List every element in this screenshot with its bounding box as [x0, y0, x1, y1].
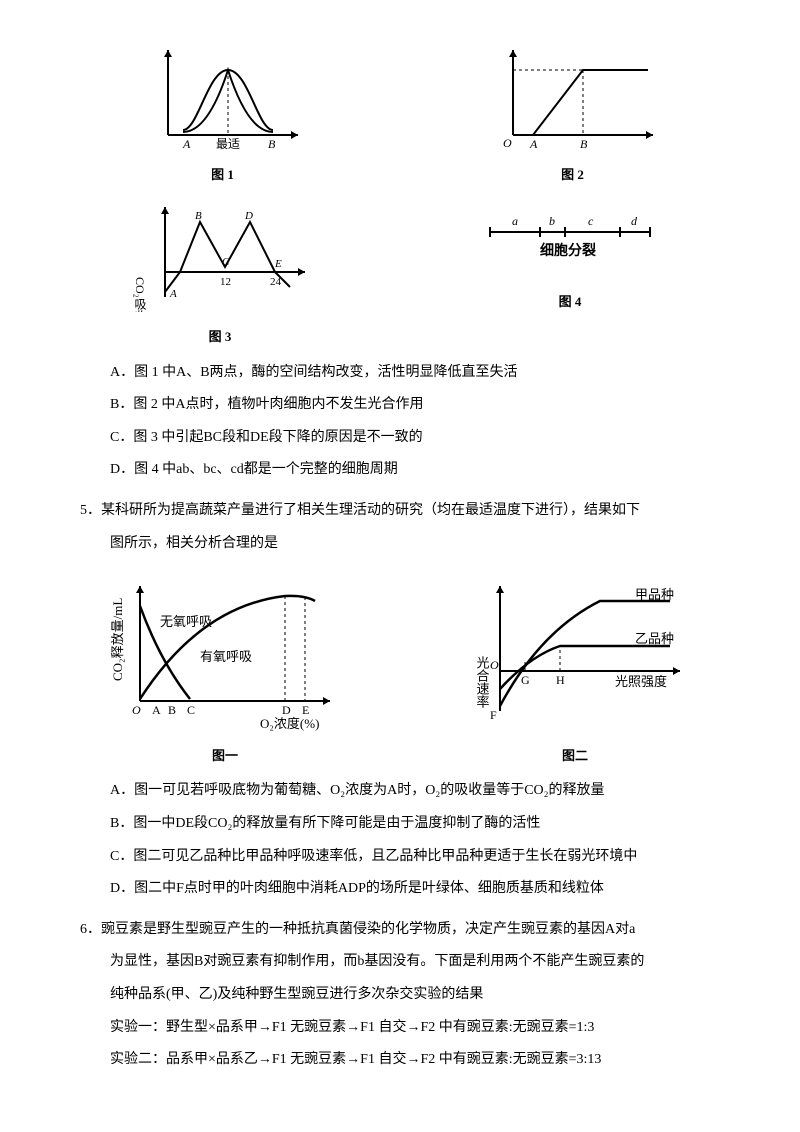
fig1-A: A — [182, 137, 191, 150]
q5f1-c2: 有氧呼吸 — [200, 649, 252, 664]
q5-stem1: 某科研所为提高蔬菜产量进行了相关生理活动的研究（均在最适温度下进行），结果如下 — [101, 503, 640, 518]
fig1-B: B — [268, 137, 276, 150]
fig4-svg: a b c d 细胞分裂 — [470, 197, 670, 277]
fig4-a: a — [512, 214, 518, 228]
q5-fig1: CO₂释放量/mL 无氧呼吸 有氧呼吸 O A B C D E O₂浓度(%) … — [110, 571, 340, 768]
q5-num: 5． — [80, 503, 101, 518]
q5f2-ylabel: 光合速率 — [475, 656, 490, 708]
fig4-d: d — [631, 214, 638, 228]
q5-opt-c: C．图二可见乙品种比甲品种呼吸速率低，且乙品种比甲品种更适于生长在弱光环境中 — [110, 844, 750, 871]
q6-l5: 实验二：品系甲×品系乙→F1 无豌豆素→F1 自交→F2 中有豌豆素:无豌豆素=… — [110, 1047, 750, 1074]
q5f1-O: O — [132, 703, 141, 717]
fig3-B: B — [195, 210, 202, 222]
q5f1-caption: 图一 — [110, 744, 340, 769]
fig2-A: A — [529, 137, 538, 150]
fig3-ylabel: CO₂吸收量 — [133, 277, 147, 312]
fig3-D: D — [244, 210, 253, 222]
q4-opt-d: D．图 4 中ab、bc、cd都是一个完整的细胞周期 — [110, 457, 750, 484]
q5f1-C: C — [187, 703, 195, 717]
fig3-A: A — [169, 288, 177, 300]
fig3-24: 24 — [270, 276, 282, 288]
fig1-opt: 最适 — [216, 137, 240, 150]
q5-stem: 5．某科研所为提高蔬菜产量进行了相关生理活动的研究（均在最适温度下进行），结果如… — [80, 498, 750, 525]
q6-l3: 纯种品系(甲、乙)及纯种野生型豌豆进行多次杂交实验的结果 — [110, 982, 750, 1009]
q6-l4: 实验一：野生型×品系甲→F1 无豌豆素→F1 自交→F2 中有豌豆素:无豌豆素=… — [110, 1015, 750, 1042]
q5f2-G: G — [521, 673, 530, 687]
q5f2-caption: 图二 — [460, 744, 690, 769]
fig4-b: b — [549, 214, 555, 228]
fig3-caption: 图 3 — [130, 325, 310, 350]
q5f2-xlabel: 光照强度 — [615, 674, 667, 689]
figure-row-2: CO₂吸收量 A B C D E 12 24 图 3 a b c d — [50, 197, 750, 349]
fig1-svg: A 最适 B — [143, 40, 303, 150]
q5f2-s1: 甲品种 — [635, 587, 674, 602]
q5f2-O: O — [490, 658, 499, 672]
fig2-O: O — [503, 136, 512, 150]
q4-opt-a: A．图 1 中A、B两点，酶的空间结构改变，活性明显降低直至失活 — [110, 360, 750, 387]
q5f2-H: H — [556, 673, 565, 687]
q5-stem2: 图所示，相关分析合理的是 — [110, 531, 750, 558]
q5f1-c1: 无氧呼吸 — [160, 614, 212, 629]
q5f2-F: F — [490, 708, 497, 722]
q5-fig2: 光合速率 甲品种 乙品种 O F G H 光照强度 图二 — [460, 571, 690, 768]
fig4-label: 细胞分裂 — [540, 242, 596, 259]
q5f1-A: A — [152, 703, 161, 717]
q5-opt-b: B．图一中DE段CO₂的释放量有所下降可能是由于温度抑制了酶的活性 — [110, 811, 750, 838]
q4-options: A．图 1 中A、B两点，酶的空间结构改变，活性明显降低直至失活 B．图 2 中… — [110, 360, 750, 484]
q5-fig1-svg: CO₂释放量/mL 无氧呼吸 有氧呼吸 O A B C D E O₂浓度(%) — [110, 571, 340, 731]
q5f1-D: D — [282, 703, 291, 717]
q4-opt-b: B．图 2 中A点时，植物叶肉细胞内不发生光合作用 — [110, 392, 750, 419]
fig4-caption: 图 4 — [470, 290, 670, 315]
q5f1-B: B — [168, 703, 176, 717]
fig2: O A B 图 2 — [488, 40, 658, 187]
fig3-svg: CO₂吸收量 A B C D E 12 24 — [130, 197, 310, 312]
q5-figrow: CO₂释放量/mL 无氧呼吸 有氧呼吸 O A B C D E O₂浓度(%) … — [50, 571, 750, 768]
fig1: A 最适 B 图 1 — [143, 40, 303, 187]
fig4-c: c — [588, 214, 594, 228]
fig2-caption: 图 2 — [488, 163, 658, 188]
fig2-svg: O A B — [488, 40, 658, 150]
q6-l2: 为显性，基因B对豌豆素有抑制作用，而b基因没有。下面是利用两个不能产生豌豆素的 — [110, 949, 750, 976]
q6-num: 6． — [80, 922, 101, 937]
q5-fig2-svg: 光合速率 甲品种 乙品种 O F G H 光照强度 — [460, 571, 690, 731]
q5-opt-a: A．图一可见若呼吸底物为葡萄糖、O₂浓度为A时，O₂的吸收量等于CO₂的释放量 — [110, 778, 750, 805]
q5f2-s2: 乙品种 — [635, 631, 674, 646]
q5-opt-d: D．图二中F点时甲的叶肉细胞中消耗ADP的场所是叶绿体、细胞质基质和线粒体 — [110, 876, 750, 903]
fig3-C: C — [222, 256, 230, 268]
q5-options: A．图一可见若呼吸底物为葡萄糖、O₂浓度为A时，O₂的吸收量等于CO₂的释放量 … — [110, 778, 750, 902]
q6-l1: 6．豌豆素是野生型豌豆产生的一种抵抗真菌侵染的化学物质，决定产生豌豆素的基因A对… — [80, 917, 750, 944]
q5f1-xlabel: O₂浓度(%) — [260, 716, 319, 731]
fig4: a b c d 细胞分裂 图 4 — [470, 197, 670, 349]
q5f1-ylabel: CO₂释放量/mL — [110, 598, 125, 681]
fig1-caption: 图 1 — [143, 163, 303, 188]
q4-opt-c: C．图 3 中引起BC段和DE段下降的原因是不一致的 — [110, 425, 750, 452]
figure-row-1: A 最适 B 图 1 O A B 图 2 — [50, 40, 750, 187]
q5f1-E: E — [302, 703, 309, 717]
fig3: CO₂吸收量 A B C D E 12 24 图 3 — [130, 197, 310, 349]
fig3-E: E — [274, 258, 282, 270]
fig3-12: 12 — [220, 276, 231, 288]
fig2-B: B — [580, 137, 588, 150]
